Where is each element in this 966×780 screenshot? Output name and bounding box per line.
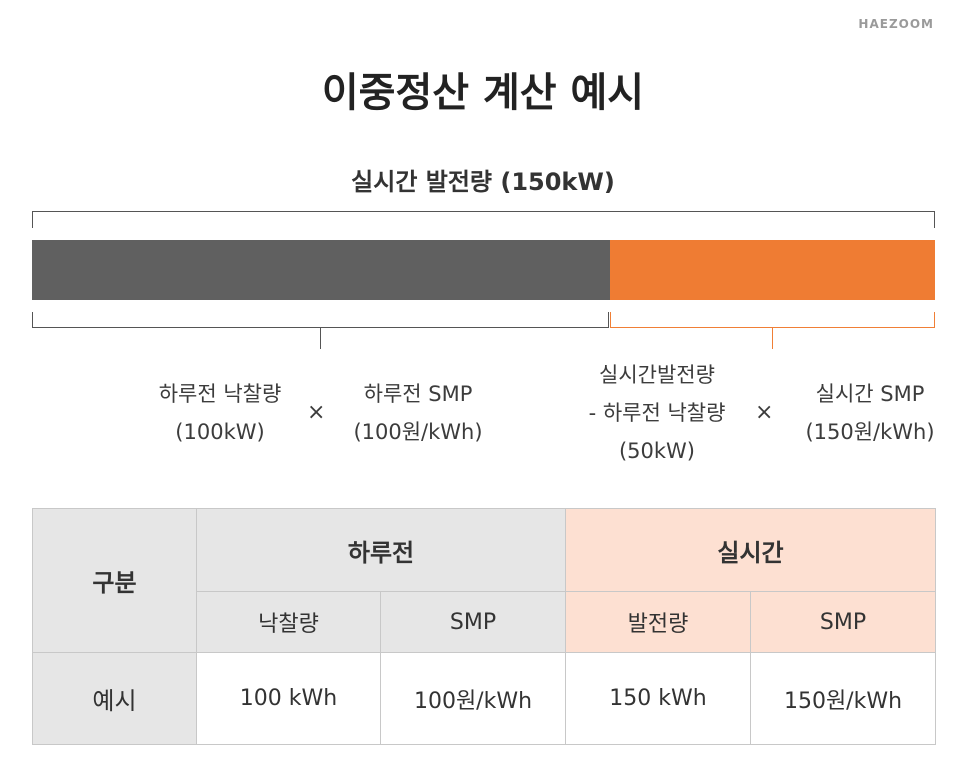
- day-ahead-bar-segment: [32, 240, 610, 300]
- subheader-day-ahead-smp: SMP: [380, 591, 566, 653]
- row-label: 예시: [32, 652, 197, 745]
- day-ahead-quantity-term: 하루전 낙찰량 (100kW): [130, 375, 310, 451]
- corner-header: 구분: [32, 508, 197, 653]
- day-ahead-quantity-value: (100kW): [175, 420, 265, 444]
- realtime-price-value: (150원/kWh): [805, 420, 935, 444]
- realtime-quantity-label: 실시간발전량: [599, 363, 715, 387]
- day-ahead-price-term: 하루전 SMP (100원/kWh): [338, 375, 498, 451]
- table-cell: 100 kWh: [196, 652, 381, 745]
- realtime-bracket-stem: [772, 327, 773, 349]
- day-ahead-bracket-stem: [320, 327, 321, 349]
- total-bracket: [32, 211, 935, 228]
- brand-logo-text: HAEZOOM: [858, 17, 934, 31]
- multiply-icon: ×: [755, 400, 774, 425]
- day-ahead-quantity-label: 하루전 낙찰량: [158, 382, 282, 406]
- multiply-icon: ×: [307, 400, 326, 425]
- settlement-table: 구분 하루전 실시간 낙찰량 SMP 발전량 SMP 예시 100 kWh 10…: [32, 508, 936, 745]
- subheader-day-ahead-quantity: 낙찰량: [196, 591, 381, 653]
- page-title: 이중정산 계산 예시: [321, 70, 645, 116]
- realtime-quantity-label-2: - 하루전 낙찰량: [588, 401, 726, 425]
- day-ahead-price-value: (100원/kWh): [353, 420, 483, 444]
- table-cell: 100원/kWh: [380, 652, 566, 745]
- realtime-bar-segment: [610, 240, 935, 300]
- realtime-price-label: 실시간 SMP: [815, 382, 925, 406]
- table-cell: 150 kWh: [565, 652, 751, 745]
- bar-label: 실시간 발전량 (150kW): [351, 168, 615, 196]
- subheader-realtime-generation: 발전량: [565, 591, 751, 653]
- subheader-realtime-smp: SMP: [750, 591, 936, 653]
- table-cell: 150원/kWh: [750, 652, 936, 745]
- realtime-price-term: 실시간 SMP (150원/kWh): [790, 375, 950, 451]
- day-ahead-price-label: 하루전 SMP: [363, 382, 473, 406]
- realtime-bracket: [610, 312, 935, 328]
- table-row: 예시 100 kWh 100원/kWh 150 kWh 150원/kWh: [32, 652, 936, 745]
- day-ahead-bracket: [32, 312, 609, 328]
- realtime-quantity-term: 실시간발전량 - 하루전 낙찰량 (50kW): [566, 356, 748, 470]
- realtime-quantity-value: (50kW): [618, 439, 696, 463]
- group-header-day-ahead: 하루전: [196, 508, 566, 592]
- group-header-realtime: 실시간: [565, 508, 936, 592]
